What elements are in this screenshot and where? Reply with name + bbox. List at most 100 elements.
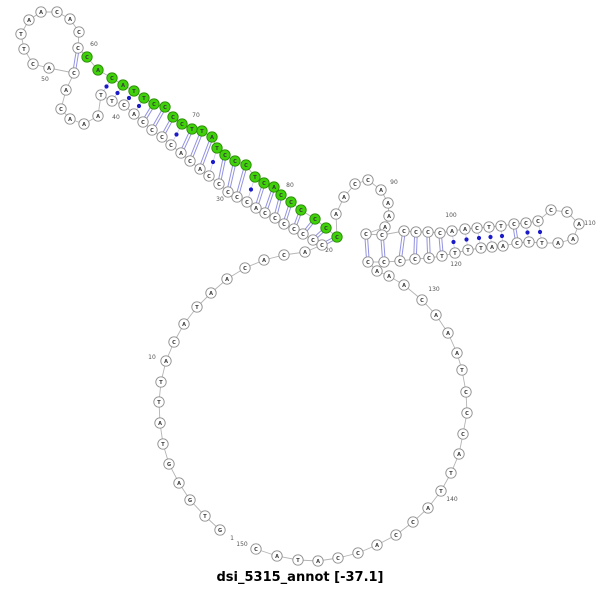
- nucleotide-letter: C: [292, 227, 296, 233]
- nucleotide: [73, 26, 85, 38]
- nucleotide-letter: C: [150, 128, 154, 134]
- nucleotide-highlighted: [106, 72, 118, 84]
- nucleotide: [360, 228, 372, 240]
- nucleotide: [430, 309, 442, 321]
- nucleotide: [453, 448, 465, 460]
- nucleotide-letter: A: [577, 222, 581, 228]
- nucleotide-letter: C: [427, 256, 431, 262]
- nucleotide: [362, 174, 374, 186]
- nucleotide-letter: T: [22, 47, 26, 53]
- nucleotide: [92, 110, 104, 122]
- nucleotide: [316, 239, 328, 251]
- nucleotide: [199, 510, 211, 522]
- nucleotide-letter: C: [324, 226, 328, 232]
- nucleotide-highlighted: [320, 222, 332, 234]
- nucleotide: [456, 364, 468, 376]
- nucleotide: [191, 301, 203, 313]
- nucleotide-highlighted: [211, 142, 223, 154]
- nucleotide: [15, 28, 27, 40]
- nucleotide-highlighted: [240, 159, 252, 171]
- nucleotide-letter: A: [96, 114, 100, 120]
- nucleotide-letter: C: [59, 107, 63, 113]
- nucleotide-letter: T: [19, 32, 23, 38]
- nucleotide-highlighted: [167, 111, 179, 123]
- nucleotide-letter: A: [457, 452, 461, 458]
- nucleotide: [394, 255, 406, 267]
- nucleotide-letter: C: [254, 547, 258, 553]
- nucleotide-letter: C: [163, 105, 167, 111]
- nucleotide: [435, 485, 447, 497]
- nucleotide-highlighted: [176, 118, 188, 130]
- nucleotide: [157, 438, 169, 450]
- position-label: 1: [230, 535, 234, 542]
- position-label: 100: [445, 212, 457, 219]
- nucleotide: [460, 386, 472, 398]
- nucleotide-letter: C: [110, 76, 114, 82]
- nucleotide-letter: G: [167, 462, 171, 468]
- nucleotide: [471, 222, 483, 234]
- nucleotide-highlighted: [229, 155, 241, 167]
- nucleotide: [307, 234, 319, 246]
- nucleotide-highlighted: [275, 189, 287, 201]
- nucleotide-letter: T: [253, 175, 257, 181]
- position-label: 110: [584, 220, 596, 227]
- nucleotide-letter: C: [299, 208, 303, 214]
- nucleotide-letter: A: [446, 331, 450, 337]
- nucleotide: [362, 256, 374, 268]
- nucleotide: [184, 494, 196, 506]
- base-pair-dot: [210, 159, 216, 165]
- nucleotide-highlighted: [138, 92, 150, 104]
- nucleotide: [567, 233, 579, 245]
- nucleotide: [203, 170, 215, 182]
- nucleotide-letter: G: [188, 498, 192, 504]
- nucleotide-letter: C: [31, 62, 35, 68]
- nucleotide: [222, 186, 234, 198]
- nucleotide: [27, 58, 39, 70]
- nucleotide-letter: T: [110, 99, 114, 105]
- nucleotide-letter: T: [499, 224, 503, 230]
- nucleotide: [137, 116, 149, 128]
- nucleotide: [436, 250, 448, 262]
- nucleotide-letter: A: [272, 185, 276, 191]
- position-label: 50: [41, 76, 49, 83]
- nucleotide: [271, 550, 283, 562]
- nucleotide: [175, 147, 187, 159]
- base-pair-dot: [136, 103, 142, 109]
- nucleotide-letter: A: [386, 201, 390, 207]
- position-label: 90: [390, 179, 398, 186]
- nucleotide-letter: T: [195, 305, 199, 311]
- nucleotide: [106, 95, 118, 107]
- nucleotide-letter: C: [426, 230, 430, 236]
- nucleotide: [332, 552, 344, 564]
- nucleotide: [495, 220, 507, 232]
- nucleotide-letter: T: [487, 225, 491, 231]
- nucleotide-letter: A: [501, 244, 505, 250]
- nucleotide: [250, 202, 262, 214]
- nucleotide: [299, 246, 311, 258]
- nucleotide-letter: C: [512, 222, 516, 228]
- nucleotide-letter: T: [203, 514, 207, 520]
- nucleotide-highlighted: [92, 64, 104, 76]
- nucleotide-highlighted: [295, 204, 307, 216]
- nucleotide-letter: C: [465, 411, 469, 417]
- nucleotide: [523, 236, 535, 248]
- nucleotide: [178, 318, 190, 330]
- nucleotide-letter: C: [380, 233, 384, 239]
- base-pair-dot: [499, 233, 505, 239]
- nucleotide: [72, 42, 84, 54]
- nucleotide-letter: A: [225, 277, 229, 283]
- nucleotide-letter: A: [262, 258, 266, 264]
- nucleotide: [338, 191, 350, 203]
- nucleotide-letter: A: [47, 66, 51, 72]
- nucleotide-letter: C: [366, 260, 370, 266]
- nucleotide: [457, 428, 469, 440]
- nucleotide: [231, 191, 243, 203]
- nucleotide: [532, 215, 544, 227]
- nucleotide-letter: A: [68, 17, 72, 23]
- nucleotide: [43, 62, 55, 74]
- nucleotide-letter: C: [152, 102, 156, 108]
- nucleotide-letter: A: [198, 167, 202, 173]
- nucleotide-letter: A: [96, 68, 100, 74]
- nucleotide: [312, 555, 324, 567]
